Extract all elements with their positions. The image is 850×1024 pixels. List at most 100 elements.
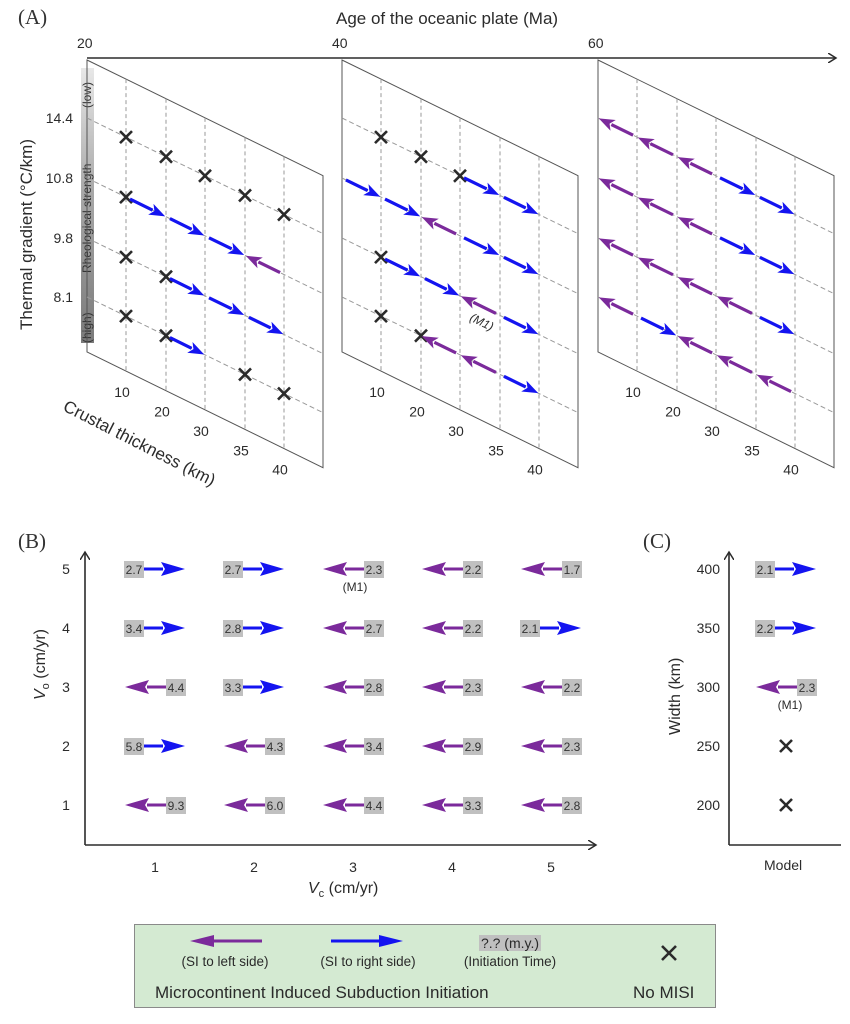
arrow-shaft [424,277,448,291]
arrow-head [187,283,205,296]
arrow-head [677,277,695,290]
data-point: 6.0 [224,797,285,814]
right-arrow [719,236,756,256]
width-axis-title: Width (km) [667,658,684,735]
arrow-head [637,257,655,270]
data-point: 2.2 [422,561,483,578]
arrow-shaft [759,255,783,270]
panel-outline [597,59,835,469]
left-arrow [323,798,364,812]
initiation-time-label: 4.3 [267,740,284,754]
arrow-shaft [463,176,488,191]
width-tick-label: 350 [697,620,721,636]
width-tick-label: 400 [697,561,721,577]
left-arrow [323,739,364,753]
arrow-head [363,184,381,197]
row-gridline [341,177,579,295]
right-arrow [503,374,539,394]
vc-axis-title-unit: (cm/yr) [324,880,378,897]
no-misi-cross [277,207,291,222]
legend-right-item: (SI to right side) [293,933,443,969]
thermal-gradient-tick-label: 10.8 [46,170,73,186]
left-arrow [460,296,497,315]
arrow-head [521,321,539,335]
age-panel-20: 10 20 30 35 40 [86,59,324,478]
arrow-head [323,798,347,812]
arrow-shaft [689,221,713,236]
initiation-time-label: 3.3 [465,799,482,813]
arrow-head [521,739,545,753]
left-arrow [421,336,457,355]
arrow-shaft [257,260,281,275]
initiation-time-label: 2.9 [465,740,482,754]
right-arrow [719,176,756,196]
no-misi-cross [119,190,133,205]
no-misi-cross [779,798,793,812]
data-point: 3.4 [124,620,185,637]
right-arrow [463,176,500,196]
left-arrow [422,621,463,635]
left-arrow [323,562,364,576]
initiation-time-box [124,738,144,755]
arrow-head [161,739,185,753]
vc-axis-title: Vc (cm/yr) [308,880,378,900]
initiation-time-box [463,561,483,578]
width-tick-label: 250 [697,738,721,754]
left-arrow [125,680,166,694]
initiation-time-box [166,679,186,696]
vo-axis-title-main: V [32,688,49,700]
vc-tick-label: 2 [250,859,258,875]
crustal-thickness-tick-label: 30 [193,423,209,439]
no-misi-cross-icon [661,945,677,961]
legend-right-caption: (SI to right side) [320,954,416,969]
data-point: 2.7 [223,561,284,578]
arrow-shaft [689,340,713,355]
arrow-head [677,336,695,349]
arrow-shaft [759,315,783,330]
crustal-thickness-axis-title: Crustal thickness (km) [60,397,218,490]
initiation-time-box [364,797,384,814]
vo-axis-title-sub: o [40,683,52,689]
arrow-head [422,562,446,576]
left-arrow [224,798,265,812]
vc-axis-title-main: V [308,880,320,897]
arrow-head [161,621,185,635]
left-arrow [677,277,713,296]
arrow-head [482,242,500,256]
left-arrow [598,178,634,197]
right-arrow [129,197,166,217]
data-point: 1.7 [521,561,582,578]
crustal-thickness-tick-label: 20 [409,404,425,420]
initiation-time-label: 2.3 [465,681,482,695]
left-arrow [521,798,562,812]
left-arrow [521,739,562,753]
initiation-time-label: 2.2 [465,563,482,577]
right-arrow [463,236,500,256]
initiation-time-label: 2.7 [225,563,242,577]
right-arrow-icon [331,935,403,947]
initiation-time-label: 2.2 [757,622,774,636]
data-point: 2.9 [422,738,483,755]
initiation-time-box [562,561,582,578]
right-arrow [759,195,795,215]
initiation-time-sample: ?.? (m.y.) [478,935,542,951]
no-misi-cross [119,130,133,145]
arrow-head [245,255,263,269]
left-arrow [421,217,457,236]
left-arrow [460,355,497,374]
crustal-thickness-tick-label: 30 [448,423,464,439]
left-arrow [521,562,562,576]
panel-a-label: (A) [18,5,47,29]
right-arrow [169,277,205,296]
arrow-shaft [208,296,233,311]
arrow-shaft [345,178,369,193]
left-arrow [677,157,713,176]
arrow-shaft [640,316,665,331]
right-arrow [540,621,581,635]
arrow-head [260,680,284,694]
arrow-head [677,217,695,230]
initiation-time-label: 2.8 [225,622,242,636]
crustal-thickness-tick-label: 35 [488,442,504,458]
left-arrow [125,798,166,812]
left-arrow [677,336,713,355]
